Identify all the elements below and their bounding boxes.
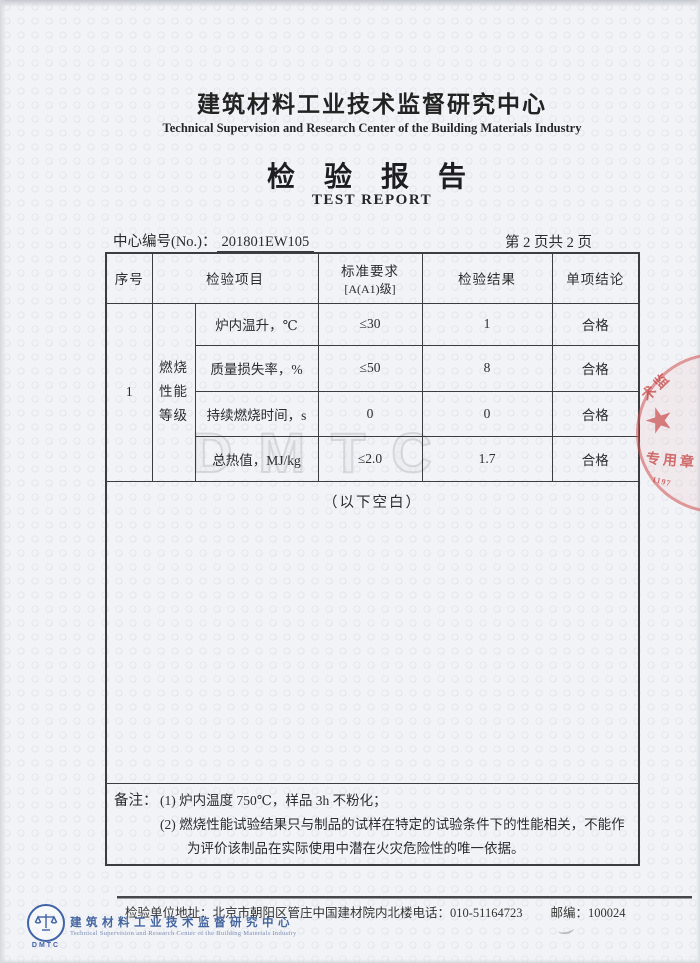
scan-edge-top	[0, 0, 700, 7]
cell-item-3: 总热值，MJ/kg	[194, 435, 319, 482]
cell-standard-3: ≤2.0	[317, 435, 423, 482]
footer-postcode: 邮编：100024	[550, 906, 626, 920]
cell-seq: 1	[105, 302, 153, 482]
org-title-en: Technical Supervision and Research Cente…	[162, 121, 582, 135]
scan-edge-bottom	[0, 959, 700, 963]
page-indicator: 第 2 页共 2 页	[505, 235, 592, 251]
blank-row: （以下空白）	[105, 480, 640, 784]
cell-item-0: 炉内温升，℃	[194, 302, 319, 346]
table-row: 1 燃烧 性能 等级 炉内温升，℃ ≤30 1 合格	[105, 302, 640, 482]
remark-row: 备注： (1) 炉内温度 750℃，样品 3h 不粉化； (2) 燃烧性能试验结…	[105, 782, 640, 865]
cell-result-0: 1	[421, 302, 553, 346]
remark-cell: 备注： (1) 炉内温度 750℃，样品 3h 不粉化； (2) 燃烧性能试验结…	[105, 782, 640, 865]
stamp-arc-text: 术监	[639, 369, 675, 405]
cell-verdict-1: 合格	[551, 344, 640, 392]
report-number-label: 中心编号(No.)：	[113, 234, 217, 250]
cell-verdict-0: 合格	[551, 302, 640, 346]
cell-verdict-3: 合格	[551, 435, 640, 482]
scan-smudge	[557, 923, 575, 936]
footer-address: 检验单位地址：北京市朝阳区管庄中国建材院内北楼电话：010-51164723	[125, 906, 523, 920]
remark-item-2: (2) 燃烧性能试验结果只与制品的试样在特定的试验条件下的性能相关，不能作为评价…	[160, 816, 625, 856]
scan-edge-left	[0, 0, 6, 963]
remark-label: 备注：	[114, 792, 158, 809]
report-title-zh: 检 验 报 告	[266, 162, 477, 193]
blank-note: （以下空白）	[105, 480, 640, 784]
table-header-row: 序号 检验项目 标准要求 [A(A1)级] 检验结果 单项结论	[105, 252, 640, 304]
group-name-line: 性能	[159, 384, 188, 399]
header-cell-seq: 序号	[105, 252, 153, 304]
cell-result-1: 8	[421, 344, 553, 392]
test-results-table: 序号 检验项目 标准要求 [A(A1)级] 检验结果 单项结论 1 燃烧 性能 …	[105, 252, 640, 866]
footer-org-en: Technical Supervision and Research Cente…	[70, 930, 297, 937]
header-standard-line2: [A(A1)级]	[344, 281, 396, 296]
cell-item-1: 质量损失率，%	[194, 344, 319, 392]
remark-item-1: (1) 炉内温度 750℃，样品 3h 不粉化；	[160, 792, 387, 808]
stamp-bottom-text: 专用章	[645, 451, 698, 472]
stamp-star-icon: ★	[641, 400, 678, 441]
header-cell-item: 检验项目	[151, 252, 319, 304]
balance-scales-icon	[34, 914, 58, 931]
cell-standard-0: ≤30	[317, 302, 423, 346]
header-cell-standard: 标准要求 [A(A1)级]	[317, 252, 423, 304]
header-standard-line1: 标准要求	[341, 263, 399, 279]
stamp-serial: 1197	[651, 474, 673, 489]
cell-standard-2: 0	[317, 390, 423, 437]
table-row: 质量损失率，% ≤50 8 合格	[106, 344, 640, 392]
report-title-en: TEST REPORT	[311, 192, 433, 208]
report-number-line: 中心编号(No.)： 201801EW105	[113, 230, 315, 252]
org-title-zh: 建筑材料工业技术监督研究中心	[197, 92, 547, 117]
cell-result-3: 1.7	[421, 435, 553, 482]
cell-result-2: 0	[421, 390, 553, 437]
footer-address-line: 检验单位地址：北京市朝阳区管庄中国建材院内北楼电话：010-51164723 邮编…	[125, 902, 625, 921]
cell-standard-1: ≤50	[317, 344, 423, 392]
cell-item-2: 持续燃烧时间，s	[194, 390, 319, 437]
table-row: 持续燃烧时间，s 0 0 合格	[106, 390, 640, 437]
header-cell-result: 检验结果	[421, 252, 553, 304]
header-cell-verdict: 单项结论	[551, 252, 640, 304]
footer-org-zh: 建筑材料工业技术监督研究中心	[70, 917, 294, 929]
cell-verdict-2: 合格	[551, 390, 640, 437]
footer-rule	[117, 896, 692, 899]
logo-abbr: DMTC	[31, 942, 61, 949]
remark-items: (1) 炉内温度 750℃，样品 3h 不粉化； (2) 燃烧性能试验结果只与制…	[160, 789, 630, 861]
dmtc-logo	[27, 904, 65, 942]
group-name-line: 等级	[159, 408, 188, 423]
red-seal-stamp: 术监 ★ 专用章 1197	[636, 353, 700, 513]
cell-group-name: 燃烧 性能 等级	[151, 302, 196, 482]
group-name-line: 燃烧	[159, 360, 188, 375]
report-number-value: 201801EW105	[216, 234, 315, 252]
